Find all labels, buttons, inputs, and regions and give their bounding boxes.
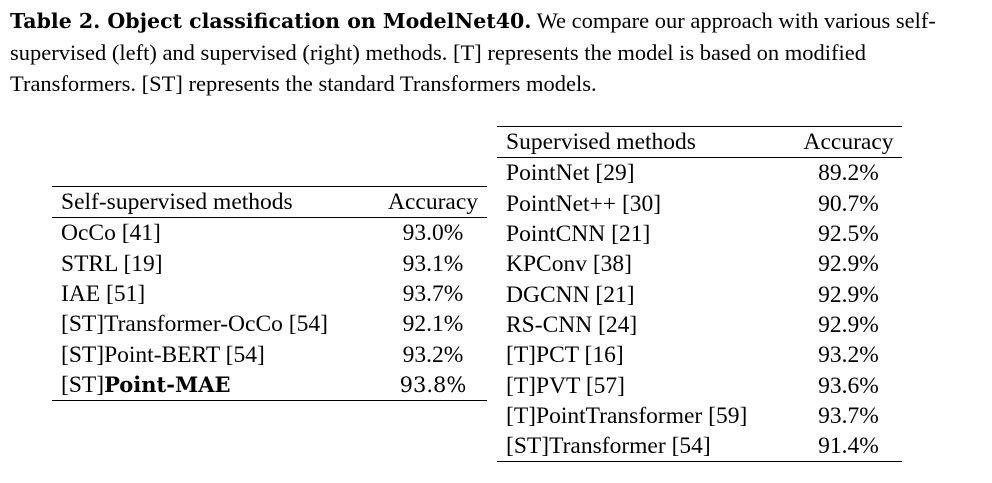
table-row: PointNet [29] 89.2% [497,158,902,189]
table-row: [ST]Transformer [54] 91.4% [497,431,902,462]
accuracy-value: 92.9% [818,281,879,308]
table-row: KPConv [38] 92.9% [497,249,902,279]
method-name: PointCNN [21] [506,221,651,248]
accuracy-value: 90.7% [818,190,879,217]
accuracy-value: 92.9% [818,251,879,278]
table-row: [T]PCT [16] 93.2% [497,340,902,370]
method-name: PointNet [29] [506,160,635,187]
table-row: [T]PVT [57] 93.6% [497,370,902,400]
method-name: [T]PCT [16] [506,342,624,369]
table-row-highlight: [ST]Point-MAE 93.8% [52,370,487,401]
table-header-row: Supervised methods Accuracy [497,126,902,158]
method-name: STRL [19] [61,250,163,277]
column-header-accuracy: Accuracy [803,129,894,156]
table-caption: Table 2. Object classification on ModelN… [10,5,985,99]
table-row: DGCNN [21] 92.9% [497,279,902,309]
table-header-row: Self-supervised methods Accuracy [52,186,487,218]
accuracy-value: 93.7% [818,402,879,429]
accuracy-value: 92.1% [402,311,464,338]
self-supervised-table: Self-supervised methods Accuracy OcCo [4… [52,186,487,401]
method-name: PointNet++ [30] [506,190,662,217]
table-row: PointCNN [21] 92.5% [497,219,902,249]
table-row: [ST]Transformer-OcCo [54] 92.1% [52,309,487,339]
table-row: STRL [19] 93.1% [52,249,487,279]
accuracy-value: 89.2% [818,160,879,187]
method-name-highlight: [ST]Point-MAE [52,370,379,401]
caption-text: We compare our approach with various sel… [10,8,936,96]
method-prefix: [ST] [61,371,105,398]
method-name: [ST]Point-BERT [54] [61,341,265,368]
accuracy-value: 91.4% [818,433,879,460]
accuracy-value: 93.1% [402,250,464,277]
column-header-method: Self-supervised methods [61,189,293,216]
method-name: DGCNN [21] [506,281,635,308]
accuracy-value: 93.7% [402,281,464,308]
column-header-accuracy: Accuracy [387,189,479,216]
method-name: [ST]Transformer [54] [506,433,711,460]
table-row: PointNet++ [30] 90.7% [497,189,902,219]
supervised-table: Supervised methods Accuracy PointNet [29… [497,126,902,462]
method-name-bold: Point-MAE [104,371,231,397]
method-name: [ST]Transformer-OcCo [54] [61,311,328,338]
table-row: RS-CNN [24] 92.9% [497,310,902,340]
accuracy-value: 93.6% [818,372,879,399]
column-header-method: Supervised methods [506,129,696,156]
table-row: OcCo [41] 93.0% [52,218,487,249]
table-row: [T]PointTransformer [59] 93.7% [497,401,902,431]
caption-label: Table 2. Object classification on ModelN… [10,9,532,33]
accuracy-value: 92.9% [818,311,879,338]
method-name: [T]PVT [57] [506,372,626,399]
accuracy-value: 92.5% [818,221,879,248]
method-name: [T]PointTransformer [59] [506,402,748,429]
method-name: KPConv [38] [506,251,632,278]
accuracy-value: 93.2% [402,341,464,368]
table-row: IAE [51] 93.7% [52,279,487,309]
table-row: [ST]Point-BERT [54] 93.2% [52,339,487,369]
method-name: IAE [51] [61,281,146,308]
accuracy-value: 93.0% [402,220,464,247]
accuracy-value: 93.2% [818,342,879,369]
method-name: OcCo [41] [61,220,161,247]
accuracy-value-bold: 93.8% [399,372,467,397]
method-name: RS-CNN [24] [506,311,638,338]
